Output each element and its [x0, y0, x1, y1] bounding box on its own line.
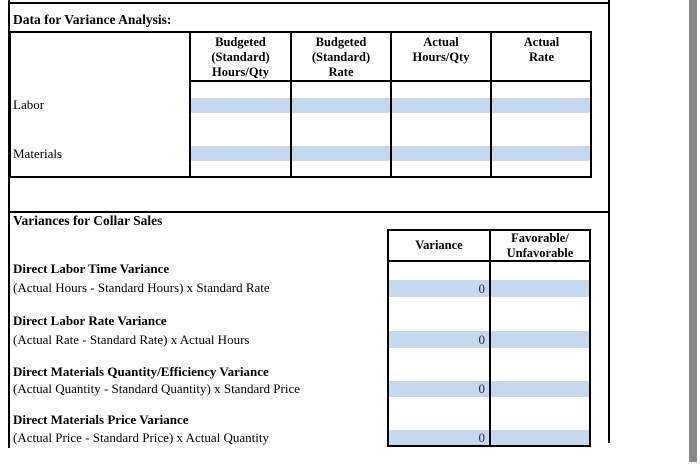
variance-table-header-line — [389, 260, 589, 262]
variance-section-heading: Variances for Collar Sales — [13, 213, 163, 228]
column-header-variance: Variance — [415, 238, 463, 252]
variance-row-formula-labor-rate: (Actual Rate - Standard Rate) x Actual H… — [13, 332, 250, 347]
variance-value-cell-materials-price[interactable]: 0 — [389, 430, 489, 445]
variance-table — [387, 229, 591, 447]
column-header-favorable: Favorable/ Unfavorable — [491, 231, 589, 261]
header-line: Hours/Qty — [412, 50, 470, 64]
budget-table-column-line — [390, 33, 392, 176]
header-line: Budgeted — [215, 35, 266, 49]
row-label-labor: Labor — [13, 97, 45, 112]
variance-row-title-materials-quantity: Direct Materials Quantity/Efficiency Var… — [13, 364, 269, 379]
header-line: (Standard) — [211, 50, 270, 64]
vertical-scrollbar[interactable] — [689, 0, 697, 462]
header-line: Budgeted — [315, 35, 367, 49]
cell-labor-budgeted-rate[interactable] — [292, 98, 390, 113]
variance-value-cell-materials-quantity[interactable]: 0 — [389, 381, 489, 397]
column-header-budgeted-rate: Budgeted (Standard) Rate — [292, 35, 390, 80]
favorable-cell-labor-rate[interactable] — [491, 331, 589, 348]
header-line: Unfavorable — [506, 246, 574, 260]
header-line: Actual — [423, 35, 459, 49]
budget-table-column-line — [189, 33, 191, 176]
header-line: Favorable/ — [511, 231, 569, 245]
worksheet-left-border — [8, 0, 10, 448]
variance-row-title-labor-time: Direct Labor Time Variance — [13, 261, 170, 276]
budget-data-table — [9, 31, 592, 178]
column-header-actual-hours: Actual Hours/Qty — [392, 35, 490, 65]
variance-row-formula-labor-time: (Actual Hours - Standard Hours) x Standa… — [13, 280, 270, 295]
variance-row-formula-materials-quantity: (Actual Quantity - Standard Quantity) x … — [13, 381, 301, 396]
variance-row-formula-materials-price: (Actual Price - Standard Price) x Actual… — [13, 430, 269, 445]
cell-labor-budgeted-hours[interactable] — [191, 98, 290, 113]
row-label-materials: Materials — [13, 146, 63, 161]
variance-table-column-line — [489, 231, 491, 445]
header-line: Rate — [328, 65, 354, 79]
column-header-actual-rate: Actual Rate — [492, 35, 591, 65]
cell-labor-actual-rate[interactable] — [492, 98, 590, 113]
data-section-heading: Data for Variance Analysis: — [13, 12, 172, 27]
variance-value-cell-labor-time[interactable]: 0 — [389, 280, 489, 297]
budget-table-column-line — [290, 33, 292, 176]
variance-row-title-labor-rate: Direct Labor Rate Variance — [13, 313, 167, 328]
favorable-cell-materials-price[interactable] — [491, 430, 589, 445]
worksheet-right-border — [608, 0, 610, 443]
cell-labor-actual-hours[interactable] — [392, 98, 490, 113]
worksheet-top-border — [8, 2, 610, 4]
favorable-cell-labor-time[interactable] — [491, 280, 589, 297]
favorable-cell-materials-quantity[interactable] — [491, 381, 589, 397]
budget-table-header-line — [189, 80, 592, 82]
cell-materials-budgeted-rate[interactable] — [292, 146, 390, 161]
cell-materials-actual-rate[interactable] — [492, 146, 590, 161]
cell-materials-actual-hours[interactable] — [392, 146, 490, 161]
variance-value-cell-labor-rate[interactable]: 0 — [389, 331, 489, 348]
cell-materials-budgeted-hours[interactable] — [191, 146, 290, 161]
section-divider-line — [8, 211, 610, 213]
header-line: Rate — [529, 50, 554, 64]
column-header-budgeted-hours: Budgeted (Standard) Hours/Qty — [191, 35, 290, 80]
variance-row-title-materials-price: Direct Materials Price Variance — [13, 412, 189, 427]
budget-table-column-line — [490, 33, 492, 176]
header-line: Actual — [523, 35, 560, 49]
header-line: Hours/Qty — [212, 65, 269, 79]
header-line: (Standard) — [311, 50, 371, 64]
